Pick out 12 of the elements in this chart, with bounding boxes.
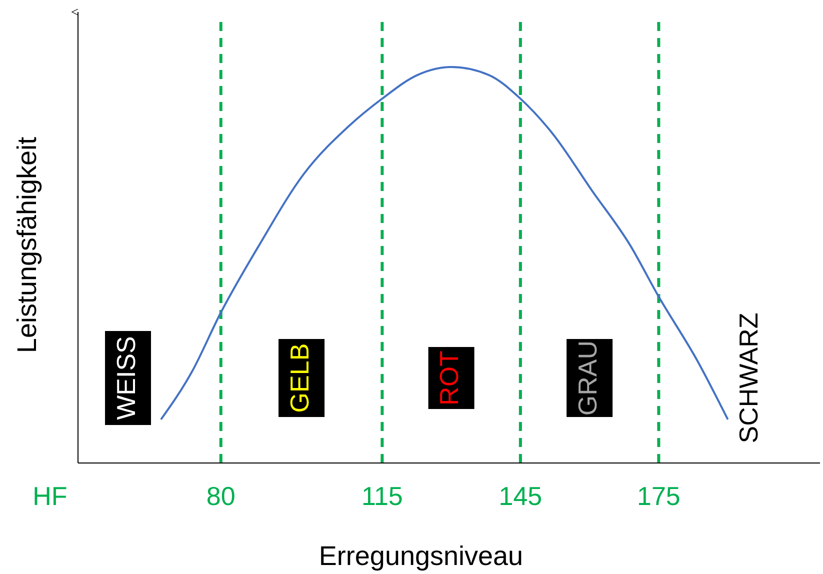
x-tick-label: 115: [361, 481, 403, 511]
x-axis-title: Erregungsniveau: [318, 541, 524, 571]
text: HF: [32, 481, 68, 511]
annotation: ROT: [434, 350, 464, 406]
y-axis-title: Leistungsfähigkeit: [12, 136, 42, 354]
annotation: GRAU: [572, 340, 602, 416]
annotation: GELB: [284, 343, 314, 413]
annotation: SCHWARZ: [734, 312, 764, 444]
x-tick-label: 145: [498, 481, 542, 511]
annotation: WEISS: [110, 336, 141, 420]
x-tick-label: 175: [637, 481, 680, 511]
x-tick-label: 80: [206, 481, 236, 511]
